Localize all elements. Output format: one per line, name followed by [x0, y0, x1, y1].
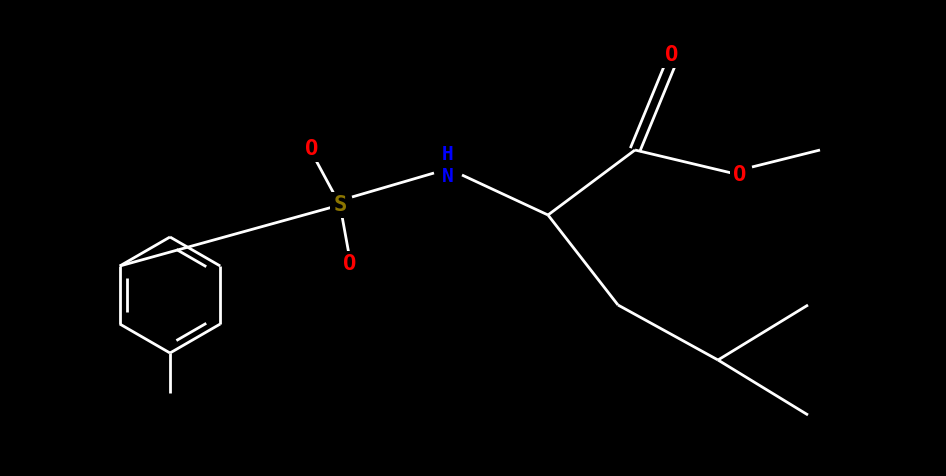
Text: O: O	[343, 254, 357, 274]
Text: O: O	[306, 139, 319, 159]
Text: O: O	[665, 45, 678, 65]
Text: S: S	[333, 195, 346, 215]
Text: H
N: H N	[442, 145, 454, 186]
Text: O: O	[733, 165, 746, 185]
